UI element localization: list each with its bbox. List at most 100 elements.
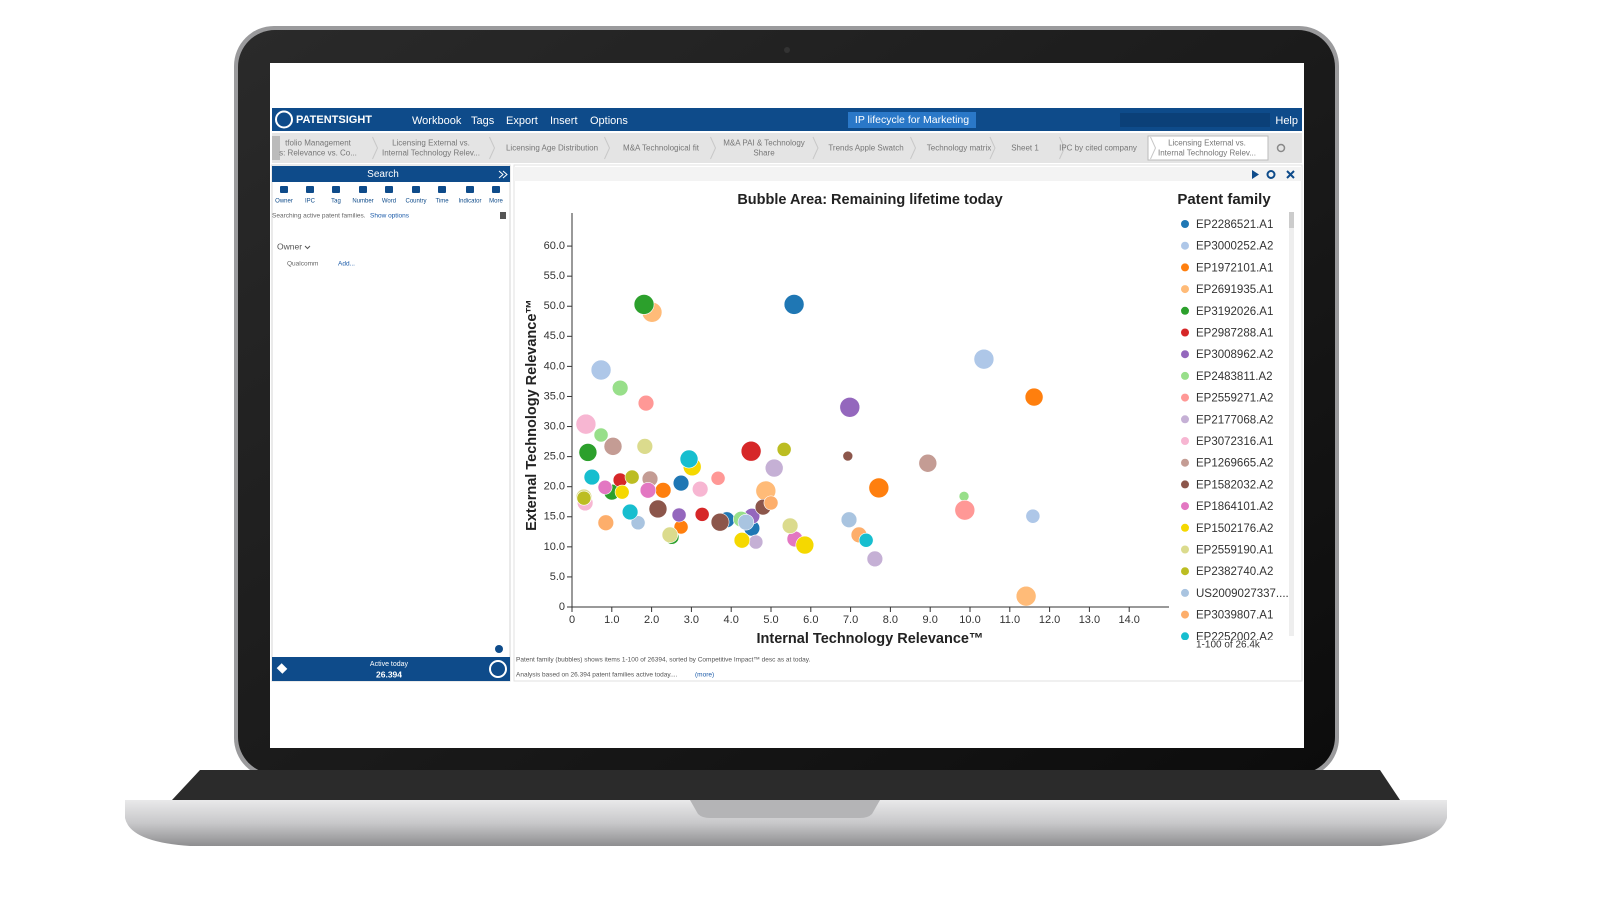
bubble[interactable] <box>691 480 709 498</box>
legend-label[interactable]: EP2177068.A2 <box>1196 414 1273 426</box>
legend-label[interactable]: EP2987288.A1 <box>1196 328 1273 340</box>
bubble[interactable] <box>654 482 672 499</box>
tool-label[interactable]: IPC <box>305 199 316 205</box>
bubble[interactable] <box>636 438 654 455</box>
tool-icon[interactable] <box>412 186 420 193</box>
settings-icon[interactable] <box>1266 170 1276 179</box>
tab-label[interactable]: Internal Technology Relev... <box>382 149 480 158</box>
workbook-box[interactable] <box>848 112 976 128</box>
bubble[interactable] <box>637 394 655 412</box>
bubble[interactable] <box>575 413 597 435</box>
bubble[interactable] <box>597 479 613 495</box>
bubble[interactable] <box>624 469 640 485</box>
tool-label[interactable]: Country <box>405 199 426 205</box>
menu-item[interactable]: Insert <box>550 115 578 127</box>
tab-label[interactable]: Licensing Age Distribution <box>506 144 598 153</box>
legend-label[interactable]: EP2559271.A2 <box>1196 393 1273 405</box>
tool-icon[interactable] <box>492 186 500 193</box>
legend-label[interactable]: EP3008962.A2 <box>1196 349 1273 361</box>
tab-label[interactable]: M&A PAI & Technology <box>723 139 805 148</box>
legend-label[interactable]: EP1502176.A2 <box>1196 523 1273 535</box>
legend-label[interactable]: EP2382740.A2 <box>1196 566 1273 578</box>
tab-label[interactable]: Share <box>753 149 775 158</box>
info-icon[interactable] <box>495 645 503 653</box>
tab-label[interactable]: Licensing External vs. <box>392 139 470 148</box>
bubble[interactable] <box>710 470 726 486</box>
legend-pager[interactable]: 1-100 of 26.4k <box>1196 640 1261 651</box>
tab-label[interactable]: M&A Technological fit <box>623 144 700 153</box>
tab-label[interactable]: Sheet 1 <box>1011 144 1039 153</box>
bubble[interactable] <box>679 449 699 469</box>
bubble[interactable] <box>672 474 690 492</box>
bubble[interactable] <box>576 490 592 506</box>
tab-label[interactable]: Licensing External vs. <box>1168 139 1246 148</box>
legend-label[interactable]: EP1582032.A2 <box>1196 479 1273 491</box>
bubble[interactable] <box>630 515 646 531</box>
tab-settings[interactable] <box>1276 143 1286 153</box>
bubble[interactable] <box>603 437 623 456</box>
bubble[interactable] <box>764 458 784 478</box>
help[interactable]: Help <box>1275 115 1298 127</box>
play-icon[interactable] <box>1252 170 1259 179</box>
legend-label[interactable]: EP3192026.A1 <box>1196 306 1273 318</box>
bubble[interactable] <box>842 450 854 462</box>
bubble[interactable] <box>694 506 710 522</box>
tool-label[interactable]: Indicator <box>458 199 481 205</box>
bubble[interactable] <box>733 532 751 549</box>
tool-label[interactable]: Tag <box>331 199 341 205</box>
bubble[interactable] <box>1015 585 1037 607</box>
legend-label[interactable]: EP2559190.A1 <box>1196 545 1273 557</box>
bubble[interactable] <box>740 440 762 462</box>
legend-label[interactable]: EP2691935.A1 <box>1196 284 1273 296</box>
legend-label[interactable]: EP3000252.A2 <box>1196 241 1273 253</box>
tab-label[interactable]: tfolio Management <box>285 139 352 148</box>
bubble[interactable] <box>614 484 630 500</box>
bubble[interactable] <box>866 550 884 568</box>
bubble[interactable] <box>973 348 995 370</box>
tool-label[interactable]: Number <box>352 199 373 205</box>
search-field[interactable] <box>1120 113 1270 127</box>
bubble[interactable] <box>795 535 815 555</box>
tool-icon[interactable] <box>306 186 314 193</box>
menu-item[interactable]: Options <box>590 115 628 127</box>
refresh-icon[interactable] <box>489 660 507 678</box>
tool-label[interactable]: Owner <box>275 199 293 205</box>
tab-label[interactable]: Trends Apple Swatch <box>828 144 903 153</box>
tab-scroll[interactable] <box>272 136 280 160</box>
close-icon[interactable] <box>1286 170 1295 179</box>
bubble[interactable] <box>710 512 730 532</box>
bubble[interactable] <box>611 379 629 397</box>
legend-label[interactable]: EP2286521.A1 <box>1196 219 1273 231</box>
bubble[interactable] <box>776 442 792 457</box>
bubble[interactable] <box>954 499 976 521</box>
bubble[interactable] <box>671 507 687 523</box>
bubble[interactable] <box>639 482 657 499</box>
legend-label[interactable]: EP1972101.A1 <box>1196 262 1273 274</box>
tool-icon[interactable] <box>359 186 367 193</box>
legend-label[interactable]: EP1864101.A2 <box>1196 501 1273 513</box>
filter-label[interactable]: Owner <box>277 241 302 251</box>
bubble[interactable] <box>763 495 779 511</box>
bubble[interactable] <box>737 513 755 531</box>
bubble[interactable] <box>583 468 601 486</box>
bubble[interactable] <box>868 477 890 499</box>
bubble[interactable] <box>839 396 861 418</box>
menu-item[interactable]: Tags <box>471 115 495 127</box>
bubble[interactable] <box>858 532 874 548</box>
legend-label[interactable]: EP3072316.A1 <box>1196 436 1273 448</box>
bubble[interactable] <box>748 534 764 550</box>
menu-item[interactable]: Workbook <box>412 115 462 127</box>
bubble[interactable] <box>621 503 639 521</box>
bubble[interactable] <box>840 511 858 528</box>
bubble[interactable] <box>1025 508 1041 524</box>
legend-label[interactable]: EP1269665.A2 <box>1196 458 1273 470</box>
tool-label[interactable]: Word <box>382 199 396 205</box>
bubble[interactable] <box>958 491 970 502</box>
bubble[interactable] <box>593 427 609 443</box>
bubble[interactable] <box>648 499 668 519</box>
tool-icon[interactable] <box>438 186 446 193</box>
tool-icon[interactable] <box>280 186 288 193</box>
bubble[interactable] <box>661 526 679 544</box>
legend-label[interactable]: EP2252002.A2 <box>1196 631 1273 643</box>
menu-item[interactable]: Export <box>506 115 538 127</box>
